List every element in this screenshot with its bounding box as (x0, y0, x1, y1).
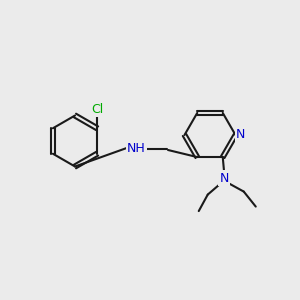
Text: NH: NH (127, 142, 146, 155)
Text: N: N (220, 172, 229, 184)
Text: N: N (236, 128, 246, 142)
Text: Cl: Cl (91, 103, 103, 116)
